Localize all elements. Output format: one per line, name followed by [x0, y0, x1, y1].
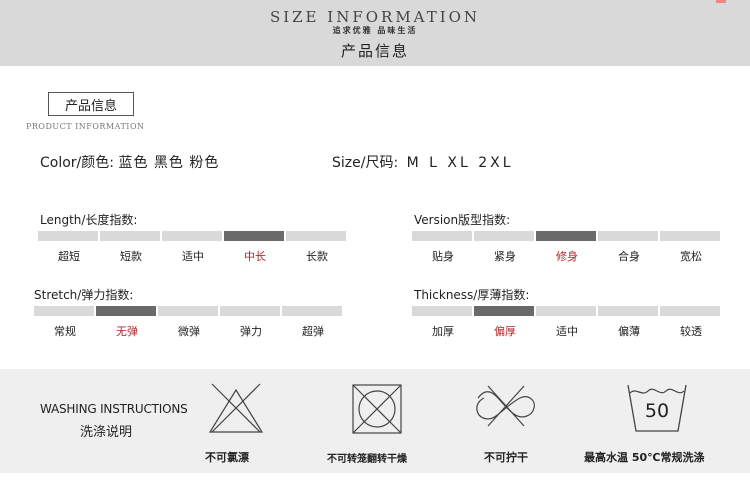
thickness-segment: [474, 306, 534, 316]
stretch-segment: [34, 306, 94, 316]
version-segment: [474, 231, 534, 241]
wash-50-icon: [627, 384, 687, 432]
length-segment: [100, 231, 160, 241]
version-segment: [536, 231, 596, 241]
caption-no-bleach: 不可氯漂: [205, 451, 249, 464]
version-segment: [412, 231, 472, 241]
section-title-box: 产品信息: [48, 92, 134, 116]
thickness-segment: [536, 306, 596, 316]
thickness-option: 偏薄: [618, 325, 640, 338]
stretch-option: 无弹: [116, 325, 138, 338]
thickness-options: 加厚 偏厚 适中 偏薄 较透: [412, 323, 722, 339]
no-wring-icon: [476, 385, 535, 427]
version-label: Version版型指数:: [414, 213, 511, 227]
thickness-segment: [598, 306, 658, 316]
version-segment: [660, 231, 720, 241]
length-segment: [162, 231, 222, 241]
size-label: Size/尺码:: [332, 155, 399, 171]
stretch-segment: [158, 306, 218, 316]
thickness-option: 适中: [556, 325, 578, 338]
stretch-option: 超弹: [302, 325, 324, 338]
thickness-segment: [660, 306, 720, 316]
length-segment: [224, 231, 284, 241]
length-option: 长款: [306, 250, 328, 263]
thickness-segment: [412, 306, 472, 316]
caption-no-tumble-dry: 不可转笼翻转干燥: [327, 454, 407, 465]
length-label: Length/长度指数:: [40, 213, 138, 227]
no-tumble-dry-icon: [352, 384, 402, 434]
stretch-segment: [282, 306, 342, 316]
stretch-option: 常规: [54, 325, 76, 338]
stretch-options: 常规 无弹 微弹 弹力 超弹: [34, 323, 344, 339]
length-segment: [38, 231, 98, 241]
header-slogan: 追求优雅 品味生活: [332, 26, 418, 35]
thickness-option: 偏厚: [494, 325, 516, 338]
stretch-bar: [34, 306, 344, 316]
header-band: [0, 0, 750, 66]
color-line: Color/颜色: 蓝色 黑色 粉色: [40, 152, 219, 172]
color-values: 蓝色 黑色 粉色: [118, 155, 220, 171]
thickness-option: 加厚: [432, 325, 454, 338]
length-option: 中长: [244, 250, 266, 263]
stretch-option: 弹力: [240, 325, 262, 338]
length-segment: [286, 231, 346, 241]
thickness-bar: [412, 306, 722, 316]
stretch-segment: [96, 306, 156, 316]
version-option: 贴身: [432, 250, 454, 263]
header-title-en: SIZE INFORMATION: [269, 8, 481, 26]
section-title-en: PRODUCT INFORMATION: [26, 122, 145, 131]
header-title-zh: 产品信息: [340, 42, 409, 60]
version-option: 紧身: [494, 250, 516, 263]
version-bar: [412, 231, 722, 241]
length-option: 超短: [58, 250, 80, 263]
stretch-segment: [220, 306, 280, 316]
thickness-label: Thickness/厚薄指数:: [414, 288, 530, 302]
caption-no-wring: 不可拧干: [484, 451, 528, 464]
length-option: 短款: [120, 250, 142, 263]
size-values: M L XL 2XL: [406, 155, 514, 171]
version-option: 修身: [556, 250, 578, 263]
length-options: 超短 短款 适中 中长 长款: [38, 248, 348, 264]
stretch-option: 微弹: [178, 325, 200, 338]
corner-mark: [716, 0, 726, 3]
wash-temp-number: 50: [644, 400, 670, 422]
washing-title-zh: 洗涤说明: [80, 425, 133, 440]
version-segment: [598, 231, 658, 241]
washing-band: [0, 369, 750, 473]
thickness-option: 较透: [680, 325, 702, 338]
no-bleach-icon: [208, 383, 264, 433]
length-bar: [38, 231, 348, 241]
version-option: 宽松: [680, 250, 702, 263]
length-option: 适中: [182, 250, 204, 263]
version-options: 贴身 紧身 修身 合身 宽松: [412, 248, 722, 264]
washing-title-en: WASHING INSTRUCTIONS: [40, 402, 188, 416]
color-label: Color/颜色:: [40, 155, 114, 171]
stretch-label: Stretch/弹力指数:: [34, 288, 134, 302]
caption-wash-50: 最高水温 50℃常规洗涤: [584, 451, 705, 464]
version-option: 合身: [618, 250, 640, 263]
size-line: Size/尺码: M L XL 2XL: [332, 152, 514, 172]
